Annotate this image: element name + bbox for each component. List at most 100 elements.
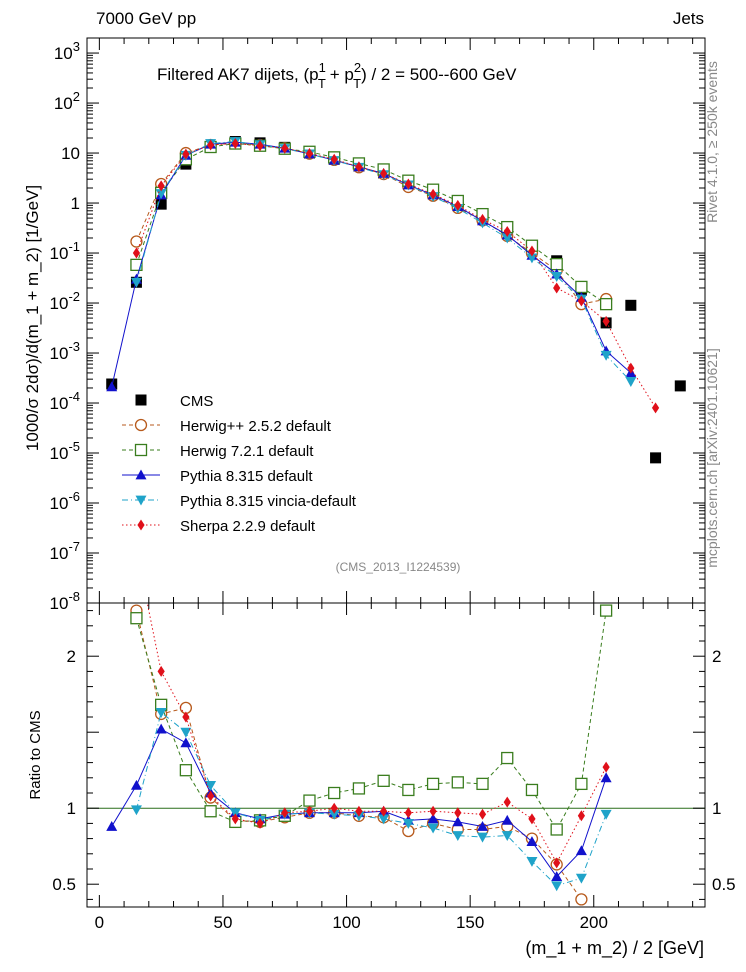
legend-marker — [135, 495, 147, 506]
ratio-point — [180, 727, 192, 738]
data-point — [478, 213, 487, 225]
ratio-point — [352, 782, 366, 795]
analysis-id: (CMS_2013_I1224539) — [336, 560, 461, 574]
ratio-point — [550, 823, 563, 836]
data-point — [330, 153, 338, 165]
data-point — [182, 148, 190, 160]
ratio-point — [526, 836, 538, 847]
data-point — [575, 280, 588, 294]
data-point — [627, 362, 635, 374]
ratio-tick-label-right: 2 — [712, 647, 721, 666]
ratio-point — [551, 881, 563, 892]
header-left: 7000 GeV pp — [96, 9, 196, 28]
ratio-point — [477, 832, 489, 843]
x-tick-label: 200 — [580, 913, 608, 932]
y-axis-label: 1000/σ 2dσ)/d(m_1 + m_2) [1/GeV] — [23, 185, 42, 451]
series-line — [135, 143, 656, 409]
ratio-y-axis-label: Ratio to CMS — [27, 710, 44, 799]
ratio-point — [305, 805, 314, 817]
ratio-point — [281, 807, 289, 819]
ratio-series-1 — [130, 604, 613, 836]
ratio-point — [205, 781, 217, 791]
data-point — [207, 139, 215, 151]
y-tick-label: 103 — [54, 39, 80, 63]
data-point — [380, 167, 388, 179]
data-point — [281, 142, 289, 154]
ratio-point — [575, 845, 587, 856]
ratio-point — [378, 814, 390, 825]
y-tick-label: 10 — [61, 144, 80, 163]
ratio-point — [130, 779, 142, 790]
ratio-series-4 — [146, 603, 610, 869]
ratio-tick-label: 0.5 — [52, 875, 76, 894]
ratio-point — [328, 786, 341, 800]
data-point — [553, 282, 561, 294]
ratio-tick-label-right: 1 — [712, 799, 721, 818]
series-line — [135, 143, 607, 305]
ratio-point — [602, 761, 610, 773]
ratio-point — [155, 708, 167, 718]
title-sub2: T — [353, 76, 361, 91]
data-point — [550, 257, 563, 271]
ratio-point — [155, 723, 167, 734]
ratio-point — [599, 604, 613, 617]
chart-title: Filtered AK7 dijets, (p1 T + p2 T) / 2 = 50… — [157, 60, 517, 91]
data-point — [602, 315, 610, 327]
series-2 — [130, 137, 613, 311]
ratio-point — [551, 871, 563, 881]
legend-marker — [134, 418, 148, 432]
data-point — [130, 258, 143, 272]
ratio-point — [180, 737, 192, 748]
title-sub1: T — [318, 76, 326, 91]
ratio-point — [577, 810, 585, 822]
series-5 — [132, 138, 660, 414]
ratio-point — [182, 711, 190, 723]
ratio-point — [231, 813, 239, 825]
ratio-point — [476, 777, 489, 791]
data-point — [625, 299, 637, 311]
ratio-point — [575, 893, 588, 906]
ratio-point — [130, 805, 142, 816]
title-sup1: 1 — [319, 60, 326, 75]
ratio-point — [229, 808, 241, 819]
ratio-point — [526, 857, 538, 867]
ratio-point — [553, 857, 561, 869]
ratio-point — [377, 774, 390, 787]
y-tick-label: 10-1 — [50, 239, 80, 263]
data-point — [305, 147, 314, 159]
y-tick-label: 10-8 — [50, 589, 80, 613]
ratio-tick-label: 1 — [67, 799, 76, 818]
data-point — [256, 140, 264, 152]
ratio-point — [452, 831, 464, 842]
ratio-series-3 — [130, 708, 612, 892]
ratio-point — [525, 783, 539, 797]
legend-marker — [137, 519, 145, 531]
data-point — [157, 180, 165, 192]
y-tick-label: 10-2 — [50, 289, 80, 313]
x-tick-label: 50 — [213, 913, 232, 932]
header-right: Jets — [673, 9, 704, 28]
title-main: Filtered AK7 dijets, (p — [157, 65, 319, 84]
data-point — [551, 272, 563, 282]
y-tick-label: 10-3 — [50, 339, 80, 363]
ratio-point — [380, 805, 388, 817]
series-1 — [130, 136, 613, 311]
y-tick-label: 102 — [54, 89, 80, 113]
data-point — [650, 452, 662, 464]
ratio-point — [402, 783, 415, 797]
data-point — [429, 188, 437, 200]
ratio-point — [427, 823, 439, 834]
ratio-point — [207, 790, 215, 802]
ratio-point — [451, 776, 464, 789]
ratio-tick-label-right: 0.5 — [712, 875, 736, 894]
legend-label: Pythia 8.315 default — [180, 468, 313, 485]
ratio-line — [111, 728, 607, 878]
series-line — [135, 142, 607, 305]
ratio-point — [328, 809, 340, 820]
ratio-point — [402, 819, 414, 829]
data-point — [106, 381, 118, 392]
ratio-series-0 — [130, 604, 588, 906]
ratio-point — [575, 777, 588, 791]
legend-label: CMS — [180, 393, 213, 410]
